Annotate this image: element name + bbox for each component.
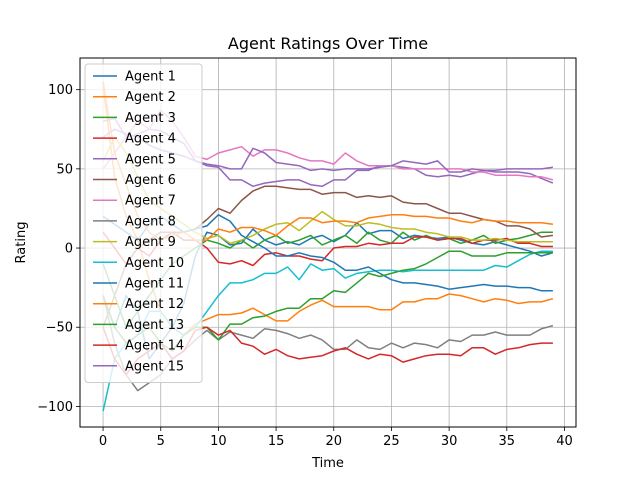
y-axis-label: Rating [14,222,29,264]
legend-label: Agent 3 [125,111,176,126]
x-tick-label: 30 [441,434,458,449]
y-tick-label: 100 [48,83,73,98]
plot-frame [79,57,577,428]
legend-label: Agent 13 [125,318,184,333]
legend-label: Agent 8 [125,214,176,229]
x-tick-label: 10 [210,434,227,449]
legend-label: Agent 7 [125,194,176,209]
y-tick-label: 50 [56,162,73,177]
legend-label: Agent 9 [125,235,176,250]
legend-box [84,63,203,383]
x-tick-label: 40 [556,434,573,449]
legend: Agent 1 Agent 2 Agent 3 Agent 4 Agent 5 Agent… [84,63,203,383]
legend-label: Agent 1 [125,70,176,85]
chart-title: Agent Ratings Over Time [228,34,428,53]
x-axis-label: Time [311,456,344,471]
grid-lines [80,58,576,427]
x-tick-label: 25 [383,434,400,449]
y-tick-label: −50 [46,321,73,336]
legend-label: Agent 14 [125,339,184,354]
y-tick-label: −100 [37,400,73,415]
x-tick-label: 5 [157,434,165,449]
legend-label: Agent 2 [125,90,176,105]
legend-label: Agent 6 [125,173,176,188]
x-tick-label: 20 [325,434,342,449]
x-tick-label: 35 [499,434,516,449]
legend-label: Agent 12 [125,297,184,312]
x-tick-label: 0 [99,434,107,449]
x-tick-label: 15 [268,434,285,449]
legend-label: Agent 15 [125,359,184,374]
axis-ticks: 0 5 10 15 20 25 30 35 40 −100 −50 0 50 100 [37,83,572,449]
legend-label: Agent 4 [125,132,176,147]
legend-label: Agent 11 [125,277,184,292]
y-tick-label: 0 [65,242,73,257]
legend-label: Agent 10 [125,256,184,271]
legend-label: Agent 5 [125,152,176,167]
